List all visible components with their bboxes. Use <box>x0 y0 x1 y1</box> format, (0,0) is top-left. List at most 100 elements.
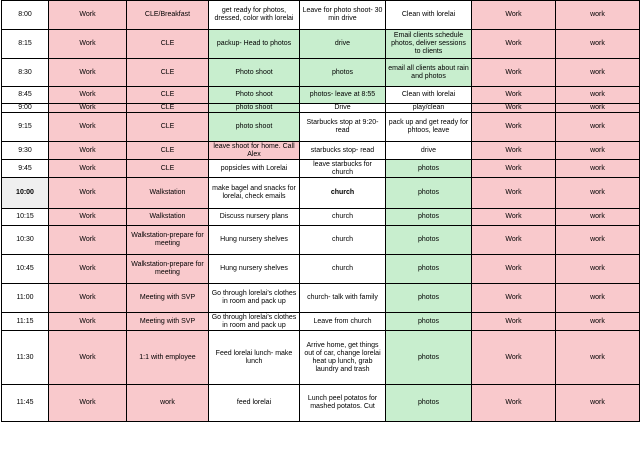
schedule-cell: Work <box>48 86 127 104</box>
schedule-cell: Work <box>48 159 127 178</box>
schedule-cell: CLE <box>126 29 209 59</box>
schedule-cell: Arrive home, get things out of car, chan… <box>299 330 386 385</box>
schedule-cell: Hung nursery shelves <box>208 225 300 255</box>
time-cell: 8:45 <box>1 86 49 104</box>
schedule-cell: Walkstation-prepare for meeting <box>126 225 209 255</box>
schedule-cell: Work <box>471 225 556 255</box>
schedule-cell: email all clients about rain and photos <box>385 58 472 87</box>
table-row: 9:45 Work CLE popsicles with Lorelai leave s… <box>1 159 640 178</box>
schedule-cell: work <box>555 177 640 209</box>
table-row: 10:15 Work Walkstation Discuss nursery plan… <box>1 208 640 226</box>
schedule-cell: photos- leave at 8:55 <box>299 86 386 104</box>
schedule-cell: Starbucks stop at 9:20- read <box>299 112 386 142</box>
schedule-cell: photos <box>385 225 472 255</box>
schedule-cell: work <box>555 384 640 422</box>
schedule-cell: Go through lorelai's clothes in room and… <box>208 283 300 313</box>
time-cell: 10:30 <box>1 225 49 255</box>
schedule-cell: work <box>555 208 640 226</box>
schedule-cell: CLE <box>126 103 209 113</box>
time-cell: 11:45 <box>1 384 49 422</box>
table-row: 8:15 Work CLE packup- Head to photos drive Em… <box>1 29 640 59</box>
schedule-cell: make bagel and snacks for lorelai, check… <box>208 177 300 209</box>
table-row: 8:45 Work CLE Photo shoot photos- leave at 8… <box>1 86 640 104</box>
schedule-cell: Meeting with SVP <box>126 283 209 313</box>
schedule-cell: Lunch peel potatos for mashed potatos. C… <box>299 384 386 422</box>
time-cell: 8:30 <box>1 58 49 87</box>
schedule-cell: Go through lorelai's clothes in room and… <box>208 312 300 331</box>
schedule-cell: Work <box>48 177 127 209</box>
schedule-cell: work <box>555 254 640 284</box>
time-cell: 9:00 <box>1 103 49 113</box>
schedule-cell: Work <box>471 159 556 178</box>
schedule-cell: work <box>555 159 640 178</box>
schedule-cell: CLE/Breakfast <box>126 0 209 30</box>
schedule-cell: work <box>555 225 640 255</box>
schedule-cell: Work <box>471 384 556 422</box>
table-row: 11:15 Work Meeting with SVP Go through lore… <box>1 312 640 331</box>
schedule-cell: drive <box>299 29 386 59</box>
time-cell: 11:15 <box>1 312 49 331</box>
schedule-cell: pack up and get ready for phtoos, leave <box>385 112 472 142</box>
schedule-cell: play/clean <box>385 103 472 113</box>
schedule-cell: Leave for photo shoot- 30 min drive <box>299 0 386 30</box>
schedule-cell: Email clients schedule photos, deliver s… <box>385 29 472 59</box>
time-cell: 11:00 <box>1 283 49 313</box>
schedule-cell: Photo shoot <box>208 58 300 87</box>
schedule-cell: church <box>299 254 386 284</box>
schedule-cell: Walkstation-prepare for meeting <box>126 254 209 284</box>
schedule-cell: CLE <box>126 58 209 87</box>
schedule-cell: work <box>555 112 640 142</box>
table-row: 11:30 Work 1:1 with employee Feed lorelai l… <box>1 330 640 385</box>
schedule-cell: Work <box>471 103 556 113</box>
table-row: 9:00 Work CLE photo shoot Drive play/clean Wor… <box>1 103 640 113</box>
schedule-cell: work <box>555 312 640 331</box>
schedule-cell: Walkstation <box>126 177 209 209</box>
schedule-cell: Work <box>48 141 127 160</box>
schedule-cell: Photo shoot <box>208 86 300 104</box>
schedule-cell: work <box>555 29 640 59</box>
schedule-cell: work <box>555 283 640 313</box>
schedule-cell: work <box>555 330 640 385</box>
schedule-cell: church- talk with family <box>299 283 386 313</box>
schedule-cell: feed lorelai <box>208 384 300 422</box>
schedule-cell: Work <box>48 225 127 255</box>
schedule-cell: photos <box>385 312 472 331</box>
schedule-cell: Work <box>48 103 127 113</box>
schedule-cell: Walkstation <box>126 208 209 226</box>
schedule-cell: 1:1 with employee <box>126 330 209 385</box>
schedule-cell: Feed lorelai lunch- make lunch <box>208 330 300 385</box>
schedule-cell: Work <box>48 112 127 142</box>
schedule-cell: Work <box>471 112 556 142</box>
schedule-cell: Meeting with SVP <box>126 312 209 331</box>
time-cell: 10:15 <box>1 208 49 226</box>
schedule-cell: CLE <box>126 159 209 178</box>
schedule-cell: Work <box>471 208 556 226</box>
schedule-cell: photos <box>385 283 472 313</box>
schedule-cell: work <box>126 384 209 422</box>
table-row: 10:30 Work Walkstation-prepare for meeting… <box>1 225 640 255</box>
schedule-cell: Work <box>471 254 556 284</box>
table-row: 11:00 Work Meeting with SVP Go through lore… <box>1 283 640 313</box>
schedule-cell: Hung nursery shelves <box>208 254 300 284</box>
schedule-cell: work <box>555 141 640 160</box>
schedule-cell: photos <box>385 159 472 178</box>
schedule-cell: Work <box>48 254 127 284</box>
schedule-cell: Work <box>471 283 556 313</box>
schedule-cell: Clean with lorelai <box>385 86 472 104</box>
schedule-cell: CLE <box>126 86 209 104</box>
schedule-cell: photos <box>385 208 472 226</box>
schedule-cell: Work <box>48 29 127 59</box>
schedule-cell: church <box>299 208 386 226</box>
schedule-cell: drive <box>385 141 472 160</box>
time-cell: 9:30 <box>1 141 49 160</box>
time-cell: 8:15 <box>1 29 49 59</box>
table-row: 8:00 Work CLE/Breakfast get ready for photo… <box>1 0 640 30</box>
schedule-table: 8:00 Work CLE/Breakfast get ready for photo… <box>1 0 640 422</box>
schedule-cell: Clean with lorelai <box>385 0 472 30</box>
schedule-cell: Work <box>471 177 556 209</box>
schedule-cell: Work <box>471 86 556 104</box>
schedule-cell: photo shoot <box>208 103 300 113</box>
time-cell: 10:00 <box>1 177 49 209</box>
schedule-cell: work <box>555 0 640 30</box>
schedule-cell: Work <box>471 58 556 87</box>
